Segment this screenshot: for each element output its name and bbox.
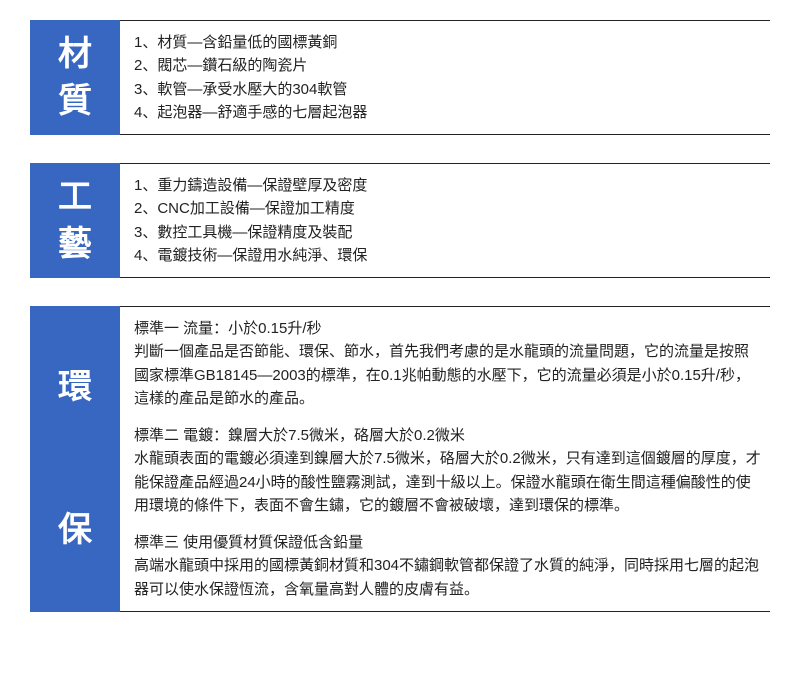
material-line-2: 2、閥芯—鑽石級的陶瓷片 [134, 54, 762, 77]
label-char: 環 [58, 370, 92, 404]
label-env: 環 保 [30, 306, 120, 612]
craft-line-2: 2、CNC加工設備—保證加工精度 [134, 197, 762, 220]
env-std3-title: 標準三 使用優質材質保證低含鉛量 [134, 531, 762, 554]
section-craft: 工 藝 1、重力鑄造設備—保證壁厚及密度 2、CNC加工設備—保證加工精度 3、… [30, 163, 770, 278]
section-material: 材 質 1、材質—含鉛量低的國標黃銅 2、閥芯—鑽石級的陶瓷片 3、軟管—承受水… [30, 20, 770, 135]
env-std3-body: 高端水龍頭中採用的國標黃銅材質和304不鏽鋼軟管都保證了水質的純淨，同時採用七層… [134, 554, 762, 601]
env-std1-title: 標準一 流量：小於0.15升/秒 [134, 317, 762, 340]
material-line-3: 3、軟管—承受水壓大的304軟管 [134, 78, 762, 101]
label-char: 工 [58, 180, 92, 214]
craft-line-1: 1、重力鑄造設備—保證壁厚及密度 [134, 174, 762, 197]
content-craft: 1、重力鑄造設備—保證壁厚及密度 2、CNC加工設備—保證加工精度 3、數控工具… [120, 163, 770, 278]
env-std3: 標準三 使用優質材質保證低含鉛量 高端水龍頭中採用的國標黃銅材質和304不鏽鋼軟… [134, 531, 762, 601]
label-char: 藝 [58, 227, 92, 261]
craft-line-4: 4、電鍍技術—保證用水純淨、環保 [134, 244, 762, 267]
content-material: 1、材質—含鉛量低的國標黃銅 2、閥芯—鑽石級的陶瓷片 3、軟管—承受水壓大的3… [120, 20, 770, 135]
label-craft: 工 藝 [30, 163, 120, 278]
env-std2-title: 標準二 電鍍：鎳層大於7.5微米，硌層大於0.2微米 [134, 424, 762, 447]
label-material: 材 質 [30, 20, 120, 135]
label-char: 質 [58, 84, 92, 118]
craft-line-3: 3、數控工具機—保證精度及裝配 [134, 221, 762, 244]
env-std2-body: 水龍頭表面的電鍍必須達到鎳層大於7.5微米，硌層大於0.2微米，只有達到這個鍍層… [134, 447, 762, 517]
content-env: 標準一 流量：小於0.15升/秒 判斷一個產品是否節能、環保、節水，首先我們考慮… [120, 306, 770, 612]
label-char: 材 [58, 37, 92, 71]
env-std2: 標準二 電鍍：鎳層大於7.5微米，硌層大於0.2微米 水龍頭表面的電鍍必須達到鎳… [134, 424, 762, 517]
env-std1: 標準一 流量：小於0.15升/秒 判斷一個產品是否節能、環保、節水，首先我們考慮… [134, 317, 762, 410]
material-line-4: 4、起泡器—舒適手感的七層起泡器 [134, 101, 762, 124]
env-std1-body: 判斷一個產品是否節能、環保、節水，首先我們考慮的是水龍頭的流量問題，它的流量是按… [134, 340, 762, 410]
section-env: 環 保 標準一 流量：小於0.15升/秒 判斷一個產品是否節能、環保、節水，首先… [30, 306, 770, 612]
material-line-1: 1、材質—含鉛量低的國標黃銅 [134, 31, 762, 54]
label-char: 保 [58, 513, 92, 547]
